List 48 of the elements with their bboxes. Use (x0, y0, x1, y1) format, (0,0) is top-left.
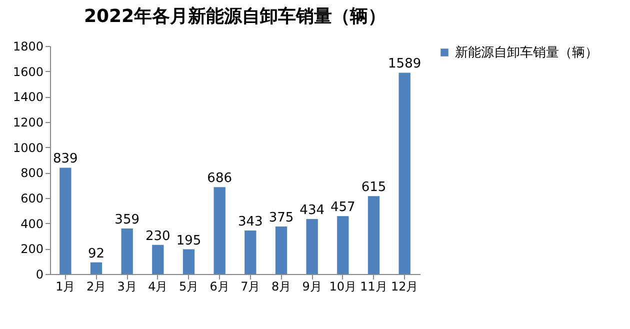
x-tick-label: 6月 (210, 280, 230, 294)
y-tick-label: 800 (20, 166, 44, 180)
data-label: 434 (300, 203, 324, 218)
data-label: 457 (330, 200, 356, 216)
legend-label: 新能源自卸车销量（辆） (455, 46, 598, 60)
bar (182, 249, 195, 274)
x-tick-label: 7月 (240, 280, 260, 294)
data-label: 343 (238, 214, 263, 230)
x-tick-label: 9月 (302, 280, 322, 294)
x-tick-label: 1月 (56, 280, 76, 294)
bar (368, 196, 380, 274)
y-tick-label: 200 (20, 242, 44, 256)
bar (306, 219, 318, 274)
chart-title: 2022年各月新能源自卸车销量（辆） (84, 6, 386, 27)
x-tick-label: 11月 (360, 280, 388, 294)
bar (214, 187, 226, 274)
bar (60, 168, 72, 274)
y-tick-label: 1000 (12, 140, 44, 155)
bar (244, 230, 256, 274)
x-tick-label: 3月 (117, 280, 137, 294)
y-tick-label: 1200 (12, 116, 44, 130)
data-label: 230 (146, 228, 170, 244)
data-label: 839 (53, 152, 78, 167)
y-tick-label: 1400 (12, 90, 44, 104)
y-tick-label: 400 (20, 216, 44, 231)
data-label: 92 (88, 246, 105, 262)
x-tick-label: 8月 (271, 280, 292, 294)
x-tick-label: 12月 (390, 280, 418, 294)
data-label: 615 (361, 180, 386, 196)
bar (152, 244, 164, 274)
x-tick-label: 5月 (178, 280, 199, 294)
y-tick-label: 600 (20, 192, 44, 206)
y-tick-label: 1600 (12, 64, 44, 79)
bar (398, 72, 410, 274)
x-tick-label: 10月 (329, 280, 357, 294)
y-tick-label: 0 (36, 268, 44, 282)
data-label: 1589 (388, 56, 422, 72)
y-tick-label: 1800 (12, 40, 44, 54)
data-label: 359 (114, 212, 140, 228)
data-label: 686 (207, 171, 232, 186)
bar (337, 216, 349, 274)
bar (275, 226, 288, 274)
bar (90, 262, 102, 274)
data-label: 375 (268, 210, 294, 226)
data-label: 195 (176, 233, 202, 248)
x-tick-label: 2月 (86, 280, 106, 294)
bar (121, 228, 133, 274)
x-tick-label: 4月 (148, 280, 168, 294)
